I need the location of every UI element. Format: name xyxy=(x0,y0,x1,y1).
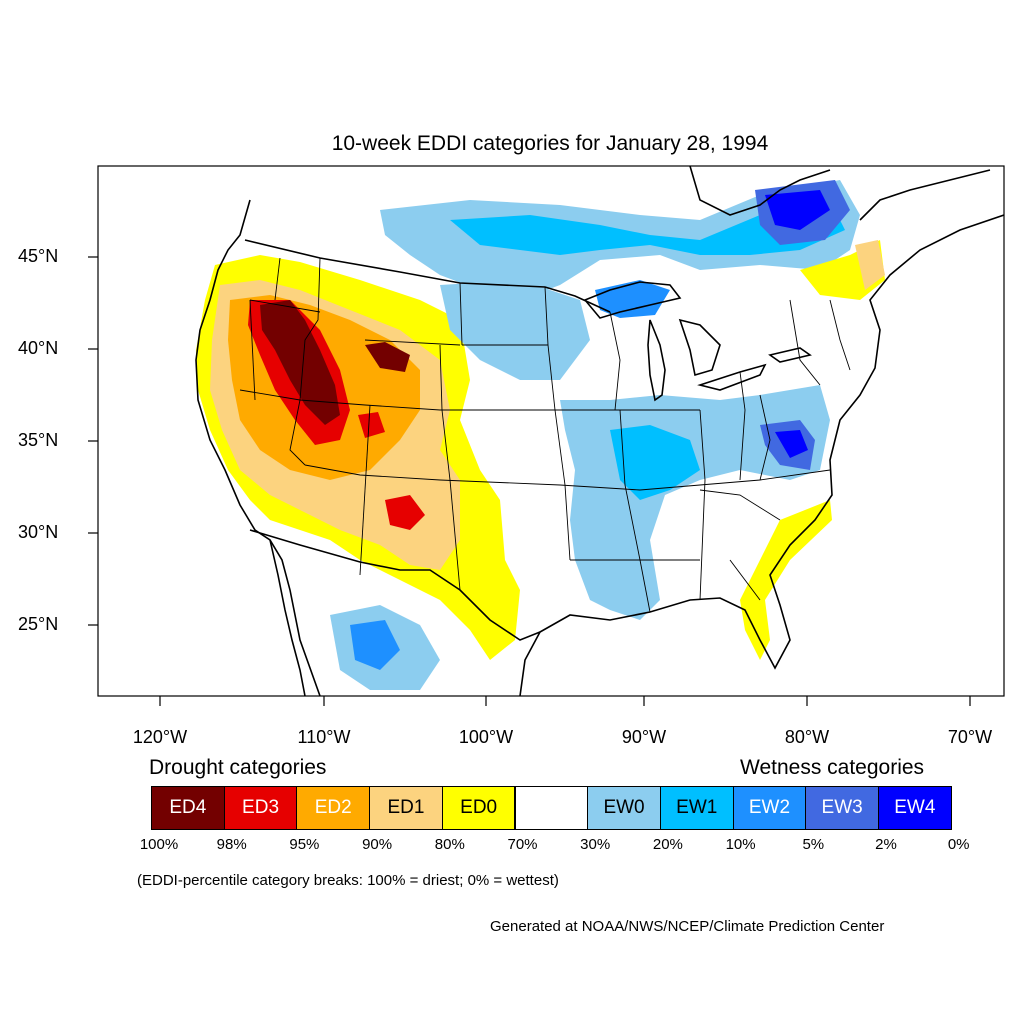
ed0-region-coast-se xyxy=(740,500,832,660)
lon-label-110: 110°W xyxy=(297,727,351,747)
percentile-label: 80% xyxy=(434,836,465,853)
ew1-region-north xyxy=(450,200,845,255)
legend-box-ew1: EW1 xyxy=(659,786,734,830)
legend-box-ed0: ED0 xyxy=(441,786,516,830)
lon-label-90: 90°W xyxy=(621,727,667,747)
lake-superior xyxy=(583,281,682,319)
credit-line: Generated at NOAA/NWS/NCEP/Climate Predi… xyxy=(490,918,885,935)
percentile-label: 20% xyxy=(652,836,683,853)
legend-box-ew3: EW3 xyxy=(805,786,879,830)
percentile-label: 5% xyxy=(802,836,825,853)
lat-label-30: 30°N xyxy=(18,522,59,542)
lake-ontario xyxy=(768,347,812,363)
percentile-label: 10% xyxy=(725,836,756,853)
legend-box-ew0: EW0 xyxy=(587,786,661,830)
lat-label-25: 25°N xyxy=(18,614,59,634)
percentile-label: 98% xyxy=(216,836,247,853)
ew1-region-mexico xyxy=(350,620,400,670)
hudson-bay xyxy=(689,166,831,216)
legend-box-ed3: ED3 xyxy=(223,786,298,830)
map-title: 10-week EDDI categories for January 28, … xyxy=(331,132,769,155)
lat-label-40: 40°N xyxy=(18,338,59,358)
ed4-region-colorado xyxy=(365,342,410,372)
legend-box-ed2: ED2 xyxy=(296,786,371,830)
percentile-label: 100% xyxy=(139,836,179,853)
ed3-region-nm xyxy=(385,495,425,530)
ew4-region-virginia xyxy=(775,430,808,458)
wetness-heading: Wetness categories xyxy=(740,756,925,779)
percentile-label: 70% xyxy=(507,836,538,853)
lon-label-120: 120°W xyxy=(132,727,188,747)
legend-box-ew2: EW2 xyxy=(732,786,807,830)
percentile-label: 30% xyxy=(580,836,611,853)
map-frame xyxy=(97,165,1005,697)
legend-box-neutral xyxy=(514,786,589,830)
lat-label-45: 45°N xyxy=(18,246,59,266)
percentile-label: 2% xyxy=(875,836,897,853)
axis-ticks xyxy=(88,256,971,706)
quebec-coast xyxy=(859,169,991,221)
west-coastline xyxy=(195,199,321,696)
ew0-region-dakotas xyxy=(440,280,590,380)
ew4-region-quebec xyxy=(765,190,830,230)
lon-label-100: 100°W xyxy=(458,727,514,747)
lake-erie xyxy=(697,363,767,391)
ed1-region-northeast xyxy=(855,240,885,290)
lake-michigan xyxy=(647,319,666,402)
lon-label-80: 80°W xyxy=(784,727,830,747)
ed3-region-co xyxy=(358,412,385,438)
legend-box-ed4: ED4 xyxy=(151,786,225,830)
mexico-border xyxy=(249,529,541,641)
gulf-coastline xyxy=(519,214,1004,696)
ed4-region-west xyxy=(260,300,340,425)
baja-coast xyxy=(269,539,306,696)
ew1-region-central xyxy=(610,425,700,500)
drought-heading: Drought categories xyxy=(149,756,327,779)
percentile-label: 90% xyxy=(362,836,393,853)
lat-label-35: 35°N xyxy=(18,430,59,450)
percentile-label: 0% xyxy=(947,836,970,853)
percentile-label: 95% xyxy=(289,836,320,853)
legend-box-ew4: EW4 xyxy=(878,786,952,830)
lon-label-70: 70°W xyxy=(947,727,993,747)
legend-box-ed1: ED1 xyxy=(369,786,443,830)
breaks-note: (EDDI-percentile category breaks: 100% =… xyxy=(137,872,559,889)
lake-huron xyxy=(678,318,721,377)
